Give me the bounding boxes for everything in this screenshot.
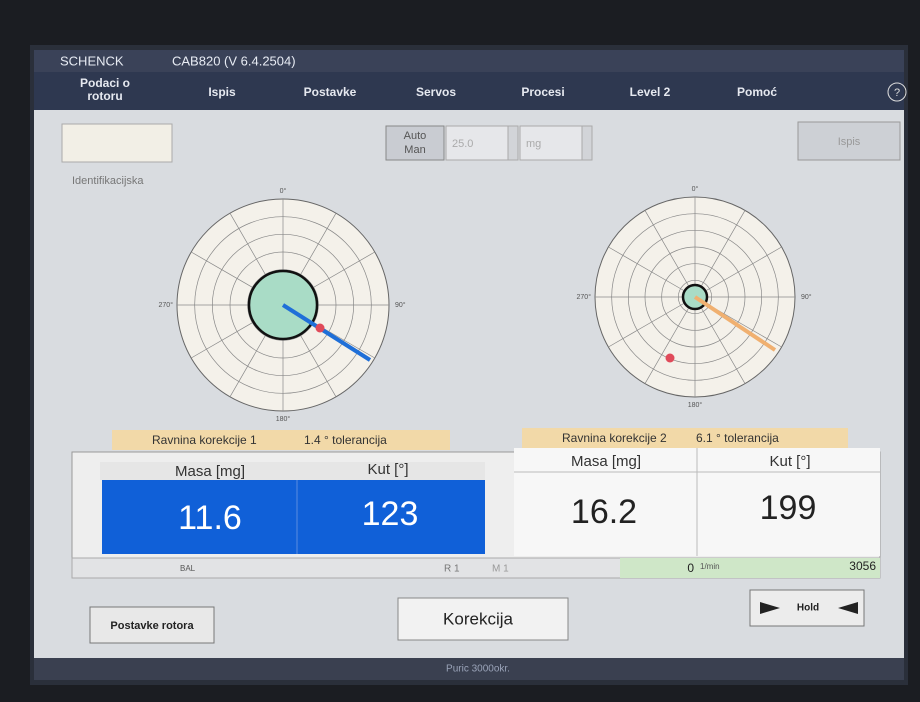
- menu-item[interactable]: Ispis: [208, 85, 236, 99]
- plane-header-2: [522, 428, 848, 448]
- footer-text: Puric 3000okr.: [446, 664, 510, 675]
- menu-item[interactable]: Procesi: [521, 85, 564, 99]
- menu-item[interactable]: Level 2: [630, 85, 671, 99]
- angle-header-1: Kut [°]: [367, 461, 408, 478]
- polar-angle-label: 270°: [577, 293, 592, 301]
- help-button[interactable]: [887, 82, 907, 102]
- polar-angle-label: 180°: [276, 415, 291, 423]
- polar-spoke: [608, 246, 696, 298]
- correction-marker: [665, 353, 675, 363]
- mass-value-1: 11.6: [178, 499, 242, 537]
- polar-spoke: [694, 246, 782, 298]
- unit-input[interactable]: [519, 125, 583, 161]
- polar-angle-label: 0°: [692, 185, 699, 193]
- polar-angle-label: 180°: [688, 401, 703, 409]
- angle-value-2: 199: [760, 489, 817, 527]
- polar-angle-label: 90°: [395, 301, 406, 309]
- menu-item[interactable]: rotoru: [87, 89, 122, 103]
- hold-arrow: [760, 602, 780, 614]
- polar-spoke: [694, 210, 746, 298]
- hold-label: Hold: [797, 603, 819, 614]
- rotor-settings-button[interactable]: [89, 606, 215, 644]
- mass-value-2: 16.2: [571, 493, 637, 531]
- id-input[interactable]: [61, 123, 173, 163]
- unbalance-needle: [693, 295, 777, 352]
- header-row-1: [100, 462, 485, 480]
- mode-dropdown[interactable]: [397, 597, 569, 641]
- speed-bar: [620, 558, 880, 578]
- help-label: ?: [894, 87, 900, 99]
- menu-item[interactable]: Servos: [416, 85, 456, 99]
- unbalance-needle: [281, 303, 372, 362]
- polar-spoke: [644, 210, 696, 298]
- plane-tolerance-2: 6.1 ° tolerancija: [696, 431, 779, 445]
- hold-arrow: [838, 602, 858, 614]
- mass-header-1: Masa [mg]: [175, 463, 245, 480]
- polar-angle-label: 270°: [159, 301, 174, 309]
- auto-label: Auto: [404, 130, 427, 142]
- correction-marker: [315, 323, 325, 333]
- plane-header-1: [112, 430, 450, 450]
- menu-item[interactable]: Postavke: [304, 85, 357, 99]
- print-label: Ispis: [838, 136, 861, 148]
- mass-header-2: Masa [mg]: [571, 453, 641, 470]
- polar-spoke: [644, 296, 696, 384]
- value-input[interactable]: [445, 125, 509, 161]
- max-speed: 3056: [849, 559, 876, 573]
- r-label: R 1: [444, 564, 460, 575]
- polar-angle-label: 0°: [280, 187, 287, 195]
- rotor-settings-label: Postavke rotora: [110, 620, 194, 632]
- menu-item[interactable]: Podaci o: [80, 76, 130, 90]
- menu-item[interactable]: Pomoć: [737, 85, 777, 99]
- id-label: Identifikacijska: [72, 175, 144, 187]
- bal-label: BAL: [180, 564, 196, 573]
- value-dropdown[interactable]: [507, 125, 519, 161]
- menu-bar: [34, 72, 904, 110]
- unit-text: mg: [526, 138, 541, 150]
- polar-spoke: [608, 296, 696, 348]
- version: CAB820 (V 6.4.2504): [172, 53, 296, 68]
- plane-tolerance-1: 1.4 ° tolerancija: [304, 433, 387, 447]
- plane-name-2: Ravnina korekcije 2: [562, 431, 667, 445]
- speed: 0: [687, 561, 694, 575]
- plane-name-1: Ravnina korekcije 1: [152, 433, 257, 447]
- angle-header-2: Kut [°]: [769, 453, 810, 470]
- brand: SCHENCK: [60, 53, 124, 68]
- polar-angle-label: 90°: [801, 293, 812, 301]
- auto-man-button[interactable]: [385, 125, 445, 161]
- m-label: M 1: [492, 564, 509, 575]
- speed-unit: 1/min: [700, 562, 720, 571]
- values-row-1: [102, 480, 485, 554]
- title-bar: [34, 50, 904, 72]
- man-label: Man: [404, 144, 425, 156]
- angle-value-1: 123: [362, 495, 419, 533]
- print-button[interactable]: [797, 121, 901, 161]
- polar-spoke: [694, 296, 746, 384]
- footer-bar: [34, 658, 904, 680]
- mode-label: Korekcija: [443, 609, 513, 628]
- unit-dropdown[interactable]: [581, 125, 593, 161]
- value-text: 25.0: [452, 138, 473, 150]
